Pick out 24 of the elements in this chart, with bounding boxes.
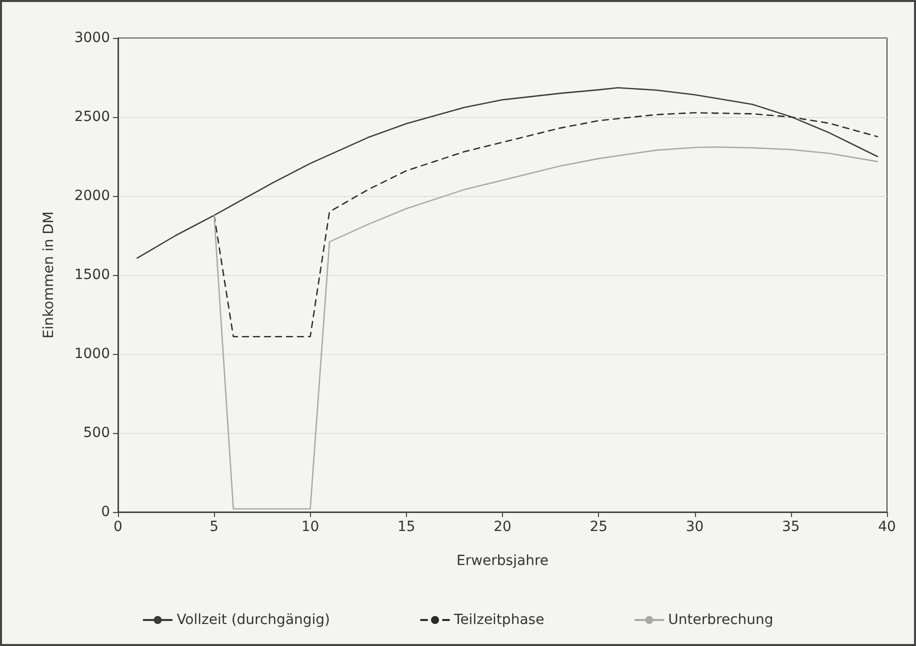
legend-label: Vollzeit (durchgängig) — [176, 612, 330, 628]
x-axis-title: Erwerbsjahre — [456, 553, 549, 569]
y-tick-label: 0 — [101, 504, 110, 520]
x-tick-label: 40 — [878, 519, 896, 535]
x-tick-label: 25 — [590, 519, 608, 535]
y-tick-label: 1500 — [74, 267, 110, 283]
legend-label: Unterbrechung — [668, 612, 774, 628]
y-tick-label: 2000 — [74, 188, 110, 204]
y-tick-label: 1000 — [74, 346, 110, 362]
line-series — [136, 87, 878, 259]
x-tick-label: 10 — [301, 519, 320, 535]
x-tick-label: 35 — [782, 519, 800, 535]
x-tick-label: 5 — [210, 519, 219, 535]
y-tick-label: 500 — [83, 425, 110, 441]
line-series — [213, 112, 878, 338]
x-tick-label: 0 — [114, 519, 122, 535]
line-series — [213, 146, 878, 510]
x-tick-label: 20 — [494, 519, 512, 535]
x-tick-label: 15 — [397, 519, 416, 535]
y-tick-label: 2500 — [74, 109, 110, 125]
y-axis-title: Einkommen in DM — [41, 211, 57, 339]
legend-label: Teilzeitphase — [453, 612, 544, 628]
x-tick-label: 30 — [686, 519, 704, 535]
y-tick-label: 3000 — [74, 30, 110, 46]
